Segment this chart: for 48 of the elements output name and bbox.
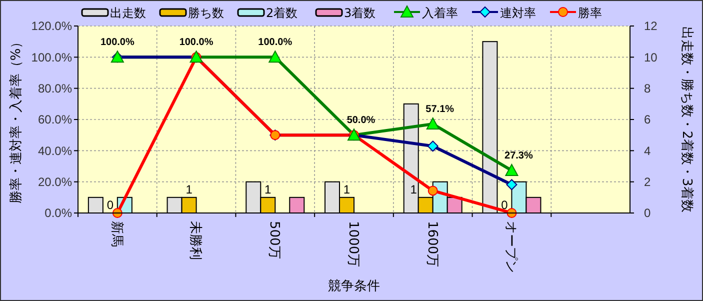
y2-axis-title: 出走数・勝ち数・2着数・3着数 xyxy=(679,26,695,212)
y2-tick-label: 2 xyxy=(644,175,651,190)
point xyxy=(506,179,518,190)
x-axis-title: 競争条件 xyxy=(328,279,380,294)
x-tick-label: 未勝利 xyxy=(188,221,203,260)
data-label: 100.0% xyxy=(179,37,214,48)
point xyxy=(505,164,518,176)
x-tick-label: 500万 xyxy=(266,221,282,259)
data-label: 0 xyxy=(106,198,114,212)
y2-tick-label: 4 xyxy=(644,144,651,158)
x-tick-label: 新馬 xyxy=(108,221,124,247)
x-tick-label: オープン xyxy=(503,221,518,273)
legend-label: 勝率 xyxy=(578,6,602,20)
legend-label: 勝ち数 xyxy=(188,6,224,20)
legend-label: 2着数 xyxy=(266,6,298,20)
point xyxy=(426,118,440,130)
y-tick-label: 60.0% xyxy=(38,112,72,127)
y-tick-label: 120.0% xyxy=(31,19,72,34)
y-tick-label: 40.0% xyxy=(38,144,72,158)
point xyxy=(428,186,438,196)
point xyxy=(268,50,282,63)
data-label: 50.0% xyxy=(346,115,376,126)
legend-label: 出走数 xyxy=(110,6,146,20)
point xyxy=(427,140,438,152)
y-axis-title: 勝率・連対率・入着率（%） xyxy=(8,35,24,204)
y2-tick-label: 12 xyxy=(644,19,658,34)
data-label: 100.0% xyxy=(258,37,292,48)
legend-label: 入着率 xyxy=(422,6,458,20)
data-label: 1 xyxy=(264,182,272,196)
legend-label: 3着数 xyxy=(344,6,376,20)
data-label: 1 xyxy=(410,182,418,196)
data-label: 0 xyxy=(501,198,508,212)
x-tick-label: 1600万 xyxy=(424,221,440,268)
data-label: 100.0% xyxy=(100,37,134,48)
x-tick-label: 1000万 xyxy=(345,221,360,268)
y2-tick-label: 8 xyxy=(644,82,651,96)
data-label: 1 xyxy=(186,182,193,196)
data-label: 57.1% xyxy=(426,104,454,116)
data-label: 1 xyxy=(343,182,350,196)
y2-tick-label: 0 xyxy=(644,206,651,220)
y-tick-label: 0.0% xyxy=(44,206,72,220)
y-tick-label: 80.0% xyxy=(38,82,72,96)
y-tick-label: 100.0% xyxy=(31,50,72,64)
y-tick-label: 20.0% xyxy=(38,175,72,190)
data-label: 27.3% xyxy=(504,150,533,162)
legend-label: 連対率 xyxy=(500,6,536,20)
y2-tick-label: 10 xyxy=(644,50,658,64)
y2-tick-label: 6 xyxy=(644,112,651,127)
